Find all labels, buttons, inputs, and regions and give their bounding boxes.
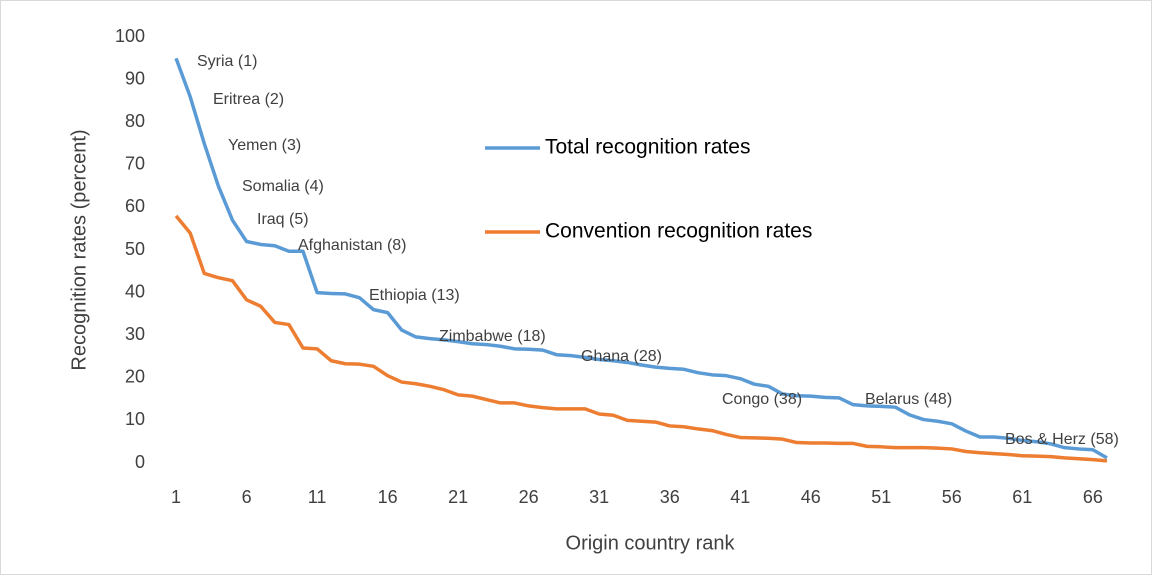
y-tick-label: 100 xyxy=(115,26,145,46)
x-tick-label: 16 xyxy=(378,487,398,507)
annotation: Bos & Herz (58) xyxy=(1005,431,1119,448)
x-tick-label: 41 xyxy=(730,487,750,507)
x-tick-label: 66 xyxy=(1083,487,1103,507)
annotation: Ethiopia (13) xyxy=(369,287,460,304)
x-tick-label: 36 xyxy=(660,487,680,507)
y-tick-label: 70 xyxy=(125,154,145,174)
x-tick-label: 26 xyxy=(519,487,539,507)
y-tick-label: 60 xyxy=(125,196,145,216)
legend-label: Total recognition rates xyxy=(545,136,750,159)
y-axis-title: Recognition rates (percent) xyxy=(68,129,90,370)
data-line xyxy=(174,57,1108,460)
x-tick-label: 51 xyxy=(871,487,891,507)
y-tick-label: 90 xyxy=(125,68,145,88)
x-tick-label: 1 xyxy=(171,487,181,507)
annotation: Belarus (48) xyxy=(865,391,952,408)
legend-label: Convention recognition rates xyxy=(545,220,812,243)
y-tick-label: 40 xyxy=(125,281,145,301)
annotation: Ghana (28) xyxy=(581,348,662,365)
annotation: Eritrea (2) xyxy=(213,91,284,108)
annotation: Congo (38) xyxy=(722,391,802,408)
annotation: Yemen (3) xyxy=(228,137,301,154)
annotation: Afghanistan (8) xyxy=(298,237,407,254)
data-line xyxy=(174,214,1108,463)
x-tick-label: 56 xyxy=(942,487,962,507)
x-tick-label: 6 xyxy=(242,487,252,507)
y-tick-label: 30 xyxy=(125,324,145,344)
annotation: Somalia (4) xyxy=(242,178,324,195)
x-tick-label: 61 xyxy=(1012,487,1032,507)
x-axis-title: Origin country rank xyxy=(566,532,736,554)
annotation: Syria (1) xyxy=(197,53,257,70)
y-tick-label: 50 xyxy=(125,239,145,259)
x-tick-label: 46 xyxy=(801,487,821,507)
y-tick-label: 10 xyxy=(125,409,145,429)
annotation: Iraq (5) xyxy=(257,211,309,228)
x-tick-label: 11 xyxy=(308,487,327,507)
y-tick-label: 0 xyxy=(135,452,145,472)
y-tick-label: 80 xyxy=(125,111,145,131)
x-tick-label: 21 xyxy=(448,487,468,507)
annotation: Zimbabwe (18) xyxy=(439,328,546,345)
y-tick-label: 20 xyxy=(125,367,145,387)
x-tick-label: 31 xyxy=(589,487,609,507)
